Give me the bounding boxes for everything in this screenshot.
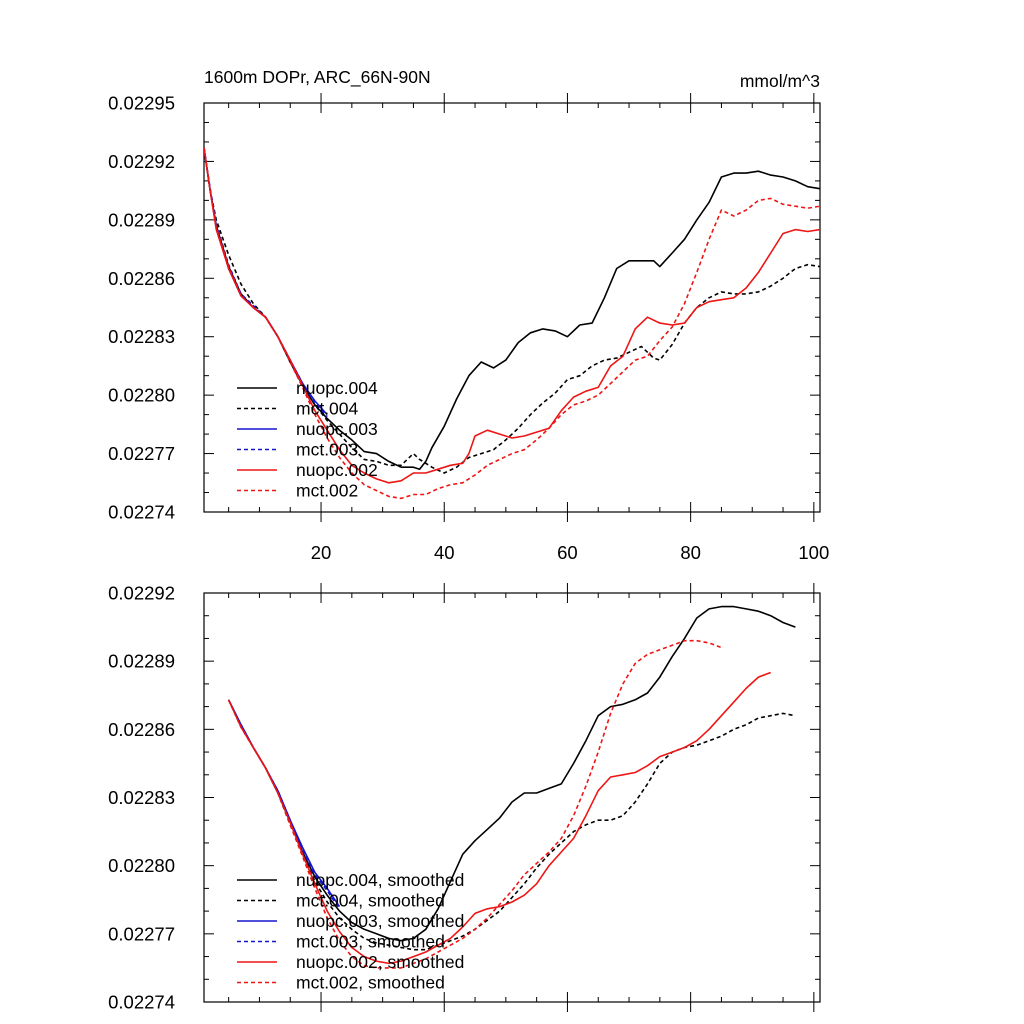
series-line: [204, 147, 328, 416]
legend-label: nuopc.004, smoothed: [296, 870, 464, 890]
legend-label: nuopc.004: [296, 378, 378, 398]
legend-label: mct.003, smoothed: [296, 932, 445, 952]
x-tick-label: 80: [680, 542, 701, 563]
y-tick-label: 0.02283: [108, 787, 175, 808]
y-tick-label: 0.02274: [108, 992, 175, 1013]
legend-label: mct.002: [296, 481, 358, 501]
y-tick-label: 0.02280: [108, 855, 175, 876]
chart-title: 1600m DOPr, ARC_66N-90N: [204, 67, 431, 88]
series-line: [227, 671, 771, 965]
bottom-panel: 0.02274 0.02277 0.02280 0.02283 0.02286 0.022…: [108, 583, 821, 1013]
legend-label: nuopc.002, smoothed: [296, 952, 464, 972]
x-tick-label: 60: [557, 542, 578, 563]
legend-label: mct.003: [296, 440, 358, 460]
y-tick-label: 0.02277: [108, 443, 175, 464]
y-tick-label: 0.02280: [108, 385, 175, 406]
x-tick-label: 100: [798, 542, 829, 563]
y-tick-label: 0.02274: [108, 502, 175, 523]
y-tick-label: 0.02277: [108, 923, 175, 944]
legend-label: nuopc.003: [296, 419, 378, 439]
legend-label: mct.002, smoothed: [296, 973, 445, 993]
y-tick-label: 0.02289: [108, 651, 175, 672]
legend-label: nuopc.002: [296, 460, 378, 480]
y-tick-label: 0.02295: [108, 93, 175, 114]
legend-label: nuopc.003, smoothed: [296, 911, 464, 931]
y-tick-label: 0.02283: [108, 326, 175, 347]
y-tick-label: 0.02286: [108, 719, 175, 740]
series-line: [227, 699, 341, 910]
legend-label: mct.004: [296, 399, 359, 419]
y-tick-label: 0.02289: [108, 209, 175, 230]
legend-label: mct.004, smoothed: [296, 891, 445, 911]
series-line: [227, 639, 722, 969]
y-tick-label: 0.02286: [108, 268, 175, 289]
series-line: [204, 147, 328, 418]
y-tick-label: 0.02292: [108, 583, 175, 604]
series-line: [227, 699, 796, 951]
series-line: [227, 605, 796, 942]
top-panel: 1600m DOPr, ARC_66N-90N mmol/m^3 20 40 60 8…: [108, 67, 829, 563]
x-tick-label: 20: [311, 542, 332, 563]
plot-frame: [203, 102, 821, 513]
y-tick-label: 0.02292: [108, 151, 175, 172]
series-line: [204, 147, 820, 500]
series-line: [204, 147, 820, 484]
units-label: mmol/m^3: [740, 71, 820, 91]
x-tick-label: 40: [434, 542, 455, 563]
